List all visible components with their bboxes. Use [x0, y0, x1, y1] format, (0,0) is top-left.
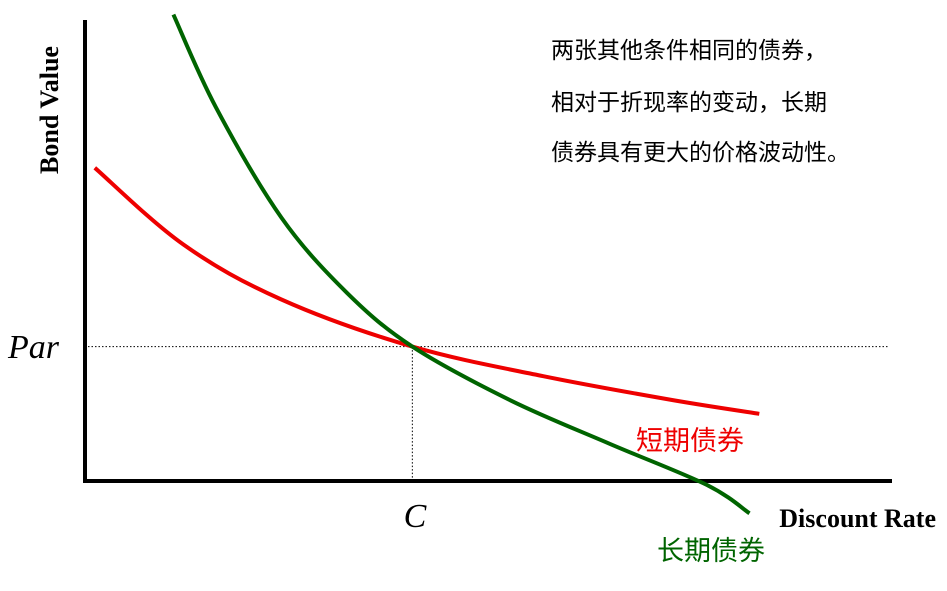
- annotation-line-3: 债券具有更大的价格波动性。: [551, 140, 850, 166]
- long-term-bond-label: 长期债券: [657, 536, 765, 567]
- x-axis-label: Discount Rate: [779, 504, 936, 533]
- y-axis-label: Bond Value: [35, 46, 64, 174]
- short-term-bond-label: 短期债券: [636, 426, 744, 457]
- y-tick-label-par: Par: [7, 329, 60, 366]
- x-tick-label-c: C: [404, 498, 427, 535]
- short-term-bond-line: [93, 166, 760, 416]
- long-term-bond-line: [171, 13, 751, 515]
- annotation-line-1: 两张其他条件相同的债券，: [551, 38, 827, 64]
- annotation-line-2: 相对于折现率的变动，长期: [551, 90, 827, 116]
